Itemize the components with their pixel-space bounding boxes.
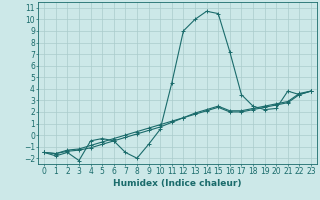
X-axis label: Humidex (Indice chaleur): Humidex (Indice chaleur) xyxy=(113,179,242,188)
